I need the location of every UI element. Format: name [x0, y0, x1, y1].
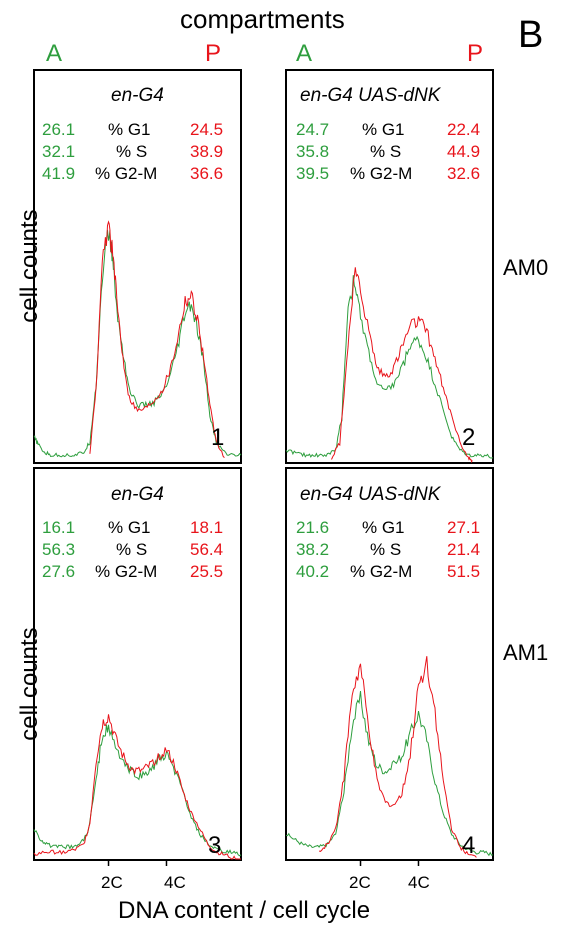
row-label-am0: AM0 — [503, 255, 549, 280]
panel-4-series-A — [285, 690, 494, 857]
panel-2-s-a: 35.8 — [296, 142, 330, 161]
panel-2-title: en-G4 UAS-dNK — [300, 85, 441, 106]
panel-1-g1-label: % G1 — [108, 120, 151, 139]
panel-4-g1-label: % G1 — [362, 518, 405, 537]
panel-1-number: 1 — [211, 424, 225, 451]
panel-4-tick-2c: 2C — [349, 873, 371, 892]
panel-1-series-A — [33, 229, 242, 458]
compartment-a-label-col2: A — [296, 40, 313, 67]
y-axis-label-top: cell counts — [16, 209, 43, 323]
panel-3-title: en-G4 — [111, 484, 164, 505]
panel-2-s-p: 44.9 — [447, 142, 481, 161]
panel-1-g1-p: 24.5 — [190, 120, 224, 139]
panel-1-s-label: % S — [116, 142, 148, 161]
panel-2-frame — [285, 69, 494, 464]
panel-1-g2m-a: 41.9 — [42, 164, 76, 183]
panel-3-s-p: 56.4 — [190, 540, 224, 559]
panel-4-s-p: 21.4 — [447, 540, 481, 559]
panel-3-g1-p: 18.1 — [190, 518, 224, 537]
panel-1-title: en-G4 — [111, 85, 164, 106]
panel-4-g2m-a: 40.2 — [296, 562, 330, 581]
panel-1-g1-a: 26.1 — [42, 120, 76, 139]
panel-3-s-a: 56.3 — [42, 540, 76, 559]
panel-3-g1-a: 16.1 — [42, 518, 76, 537]
panel-4-tick-4c: 4C — [408, 873, 430, 892]
panel-4-g1-p: 27.1 — [447, 518, 481, 537]
compartment-p-label-col2: P — [467, 40, 484, 67]
panel-1-s-a: 32.1 — [42, 142, 76, 161]
panel-4-title: en-G4 UAS-dNK — [300, 484, 441, 505]
panel-3-frame — [33, 467, 242, 861]
panel-2-g1-a: 24.7 — [296, 120, 330, 139]
panel-2-s-label: % S — [370, 142, 402, 161]
panel-4-g1-a: 21.6 — [296, 518, 330, 537]
panel-1-frame — [33, 69, 242, 464]
panel-2-g2m-a: 39.5 — [296, 164, 330, 183]
row-label-am1: AM1 — [503, 640, 549, 665]
panel-2-g2m-label: % G2-M — [350, 164, 413, 183]
panel-letter: B — [518, 14, 544, 56]
panel-2-series-A — [285, 275, 494, 459]
panel-3-g2m-a: 27.6 — [42, 562, 76, 581]
compartment-p-label-col1: P — [205, 40, 222, 67]
panel-4-series-P — [318, 656, 477, 858]
panel-2-g2m-p: 32.6 — [447, 164, 481, 183]
compartment-a-label-col1: A — [46, 40, 63, 67]
x-axis-label: DNA content / cell cycle — [118, 897, 371, 924]
y-axis-label-bottom: cell counts — [16, 627, 43, 741]
panel-4-frame — [285, 467, 494, 861]
panel-1-g2m-label: % G2-M — [95, 164, 158, 183]
panel-3-g1-label: % G1 — [108, 518, 151, 537]
panel-1-s-p: 38.9 — [190, 142, 224, 161]
panel-4-g2m-label: % G2-M — [350, 562, 413, 581]
panel-3-g2m-label: % G2-M — [95, 562, 158, 581]
panel-1-series-P — [89, 220, 225, 459]
panel-1-g2m-p: 36.6 — [190, 164, 224, 183]
panel-2-series-P — [331, 267, 473, 464]
compartments-label: compartments — [180, 4, 345, 34]
panel-4-g2m-p: 51.5 — [447, 562, 481, 581]
panel-3-g2m-p: 25.5 — [190, 562, 224, 581]
panel-3-tick-4c: 4C — [164, 873, 186, 892]
panel-3-series-P — [33, 714, 241, 860]
panel-3-number: 3 — [208, 832, 222, 859]
panel-4-number: 4 — [462, 832, 476, 859]
panel-2-number: 2 — [462, 424, 476, 451]
panel-3-tick-2c: 2C — [101, 873, 123, 892]
panel-4-s-a: 38.2 — [296, 540, 330, 559]
panel-2-g1-p: 22.4 — [447, 120, 481, 139]
panel-3-s-label: % S — [116, 540, 148, 559]
panel-4-s-label: % S — [370, 540, 402, 559]
panel-2-g1-label: % G1 — [362, 120, 405, 139]
